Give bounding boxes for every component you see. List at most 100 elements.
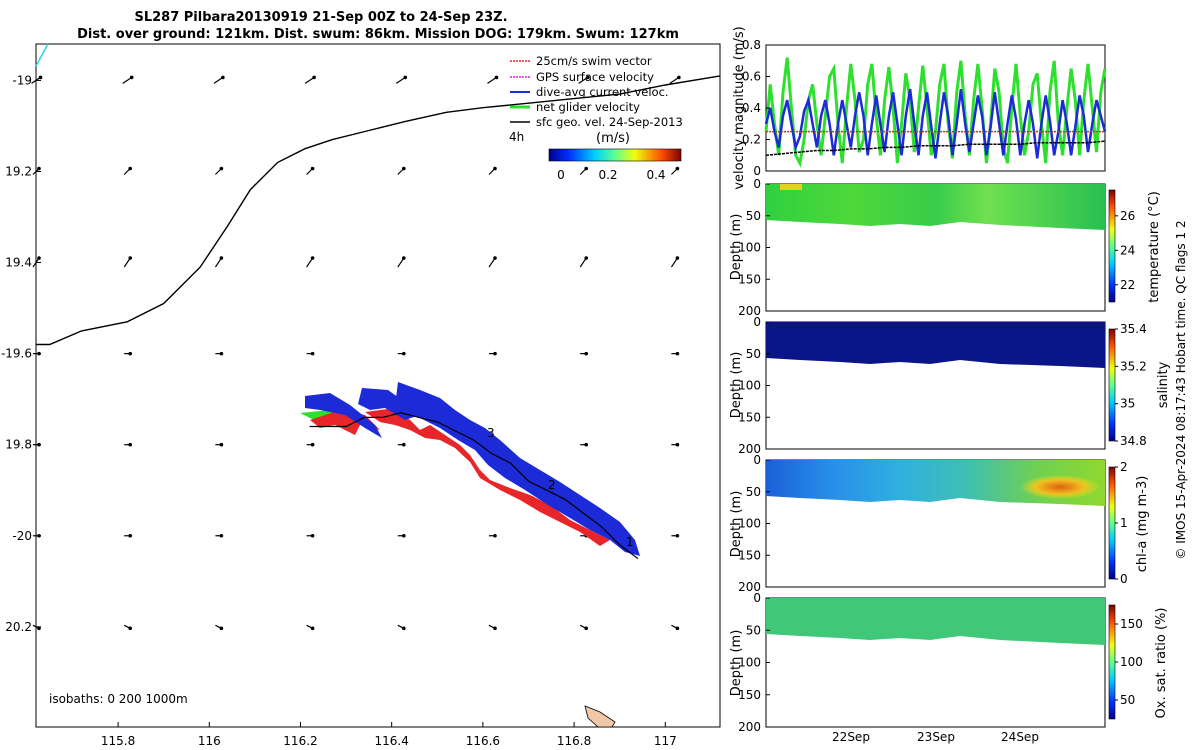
sfc-geo-vector-head (128, 442, 132, 447)
oxygen-ticks: 0 50 100 150 200 50 100 150 (738, 591, 1143, 734)
chla-hot-patch (1020, 475, 1100, 499)
sfc-geo-vector-head (128, 626, 132, 631)
velocity-line (764, 88, 1107, 159)
cbar-tick-label: 22 (1120, 278, 1135, 292)
depth-tick-label: 50 (746, 209, 761, 223)
sfc-geo-vector-head (493, 256, 497, 260)
velocity-ticks: 0 0.2 0.4 0.6 0.8 (742, 38, 770, 178)
depth-tick-label: 200 (738, 442, 761, 456)
velocity-ytick-label: 0.2 (742, 133, 761, 147)
oxygen-cbar-label: Ox. sat. ratio (%) (1154, 608, 1169, 719)
legend-dive: dive-avg current veloc. (536, 85, 669, 99)
sfc-geo-vector-head (494, 75, 499, 80)
sfc-geo-vector-head (493, 351, 497, 356)
sfc-geo-vector (670, 257, 678, 268)
map-xtick-label: 116.6 (466, 734, 500, 748)
velocity-ytick-label: 0 (753, 164, 761, 178)
depth-tick-label: 50 (746, 485, 761, 499)
legend-sfc: sfc geo. vel. 24-Sep-2013 (536, 115, 683, 129)
depth-tick-label: 0 (753, 591, 761, 605)
chla-colorbar (1108, 466, 1116, 580)
sfc-geo-vector-head (310, 533, 315, 538)
oxygen-ylabel: Depth (m) (729, 630, 744, 697)
map-xtick-label: 116.4 (375, 734, 409, 748)
salinity-colorbar (1108, 328, 1116, 442)
scale-label-4h: 4h (509, 130, 524, 144)
map-legend: 25cm/s swim vector GPS surface velocity … (509, 54, 683, 182)
temperature-ylabel: Depth (m) (729, 214, 744, 281)
sfc-geo-vector-head (312, 75, 316, 80)
cbar-tick-label: 150 (1120, 617, 1143, 631)
sfc-geo-vector-head (402, 442, 406, 447)
cbar-tick-label: 35.4 (1120, 322, 1147, 336)
sfc-geo-vector-head (219, 256, 224, 260)
legend-swim: 25cm/s swim vector (536, 54, 652, 68)
temperature-cbar-label: temperature (°C) (1147, 191, 1162, 303)
x-tick-23sep: 23Sep (917, 730, 955, 744)
track-label-3: 3 (487, 426, 495, 440)
velocity-line (765, 140, 1106, 157)
salinity-cbar-label: salinity (1156, 361, 1171, 408)
temperature-colorbar (1108, 189, 1116, 303)
sfc-geo-vector-head (310, 626, 315, 631)
sfc-geo-vector-head (37, 166, 41, 171)
sfc-geo-vector-head (402, 256, 406, 260)
sfc-geo-vector-head (402, 351, 406, 356)
sfc-geo-vector (123, 257, 131, 268)
sfc-geo-vector-head (584, 166, 588, 171)
chla-field (766, 460, 1105, 506)
depth-tick-label: 100 (738, 379, 761, 393)
map-ytick-label: -19 (12, 73, 32, 87)
sfc-geo-vector-head (128, 256, 132, 260)
sfc-geo-vector-head (219, 533, 224, 538)
map-colorbar (548, 148, 682, 162)
sfc-geo-vector (669, 76, 680, 84)
cbar-tick-label: 26 (1120, 209, 1135, 223)
sfc-geo-vector-head (310, 166, 315, 171)
sfc-geo-vector-head (584, 442, 588, 447)
depth-tick-label: 200 (738, 304, 761, 318)
glider-track (309, 412, 639, 559)
depth-tick-label: 100 (738, 656, 761, 670)
sfc-geo-vector (397, 257, 405, 268)
x-tick-24sep: 24Sep (1001, 730, 1039, 744)
sfc-geo-vector-head (37, 626, 41, 631)
temperature-ticks: 0 50 100 150 200 22 24 26 (738, 177, 1135, 318)
velocity-ylabel: velocity magnitude (m/s) (732, 26, 747, 189)
map-ytick-label: 19.8 (5, 438, 32, 452)
depth-tick-label: 100 (738, 241, 761, 255)
coastline (584, 705, 616, 728)
map-xtick-label: 116 (198, 734, 221, 748)
sfc-geo-vector-head (493, 626, 497, 631)
sfc-geo-vector-head (128, 533, 132, 538)
legend-gps: GPS surface velocity (536, 70, 654, 84)
depth-tick-label: 150 (738, 272, 761, 286)
cbar-tick-label: 0 (1120, 572, 1128, 586)
colorbar-units: (m/s) (596, 131, 630, 146)
depth-tick-label: 100 (738, 517, 761, 531)
velocity-ytick-label: 0.8 (742, 38, 761, 52)
salinity-ylabel: Depth (m) (729, 352, 744, 419)
cbar-tick-label: 35 (1120, 397, 1135, 411)
temperature-field (766, 184, 1105, 230)
sfc-geo-vector-head (221, 75, 225, 80)
sfc-geo-vector-head (402, 166, 406, 171)
track-label-2: 2 (548, 478, 556, 492)
map-axis-ticks: 115.8 116 116.2 116.4 116.6 116.8 117 -19 19.2 19… (1, 73, 677, 748)
depth-tick-label: 150 (738, 410, 761, 424)
map-cbar-tick-1: 0.2 (598, 168, 617, 182)
sfc-geo-vector-head (310, 256, 315, 260)
cbar-tick-label: 50 (1120, 693, 1135, 707)
track-label-1: 1 (626, 535, 634, 549)
depth-tick-label: 0 (753, 177, 761, 191)
sfc-geo-vector-head (402, 626, 406, 631)
map-ytick-label: -20 (12, 529, 32, 543)
temperature-panel: 0 50 100 150 200 22 24 26 Depth (m) temperature… (729, 177, 1162, 318)
sfc-geo-vector-head (403, 75, 408, 80)
sfc-geo-vector (579, 257, 587, 268)
map-frame (35, 43, 721, 728)
sfc-geo-vector-head (493, 166, 497, 171)
sfc-geo-vector-head (37, 256, 41, 260)
sfc-geo-vector-head (219, 442, 224, 447)
